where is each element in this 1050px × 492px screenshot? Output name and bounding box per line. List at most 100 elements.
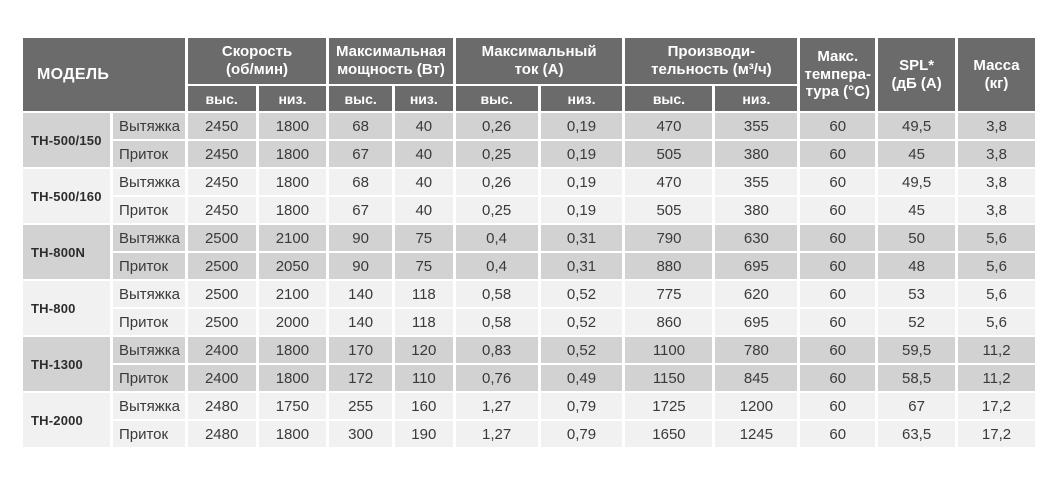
value-cell: 53 [878,281,956,307]
value-cell: 775 [625,281,713,307]
value-cell: 2500 [187,253,256,279]
value-cell: 2450 [187,169,256,195]
value-cell: 2000 [258,309,327,335]
value-cell: 45 [878,141,956,167]
model-cell: ТН-800 [23,281,110,335]
value-cell: 0,26 [455,169,538,195]
value-cell: 0,31 [540,253,623,279]
model-cell: ТН-1300 [23,337,110,391]
value-cell: 45 [878,197,956,223]
header-mass: Масса (кг) [958,38,1035,111]
value-cell: 695 [715,309,798,335]
header-model: МОДЕЛЬ [23,38,185,111]
value-cell: 505 [625,197,713,223]
value-cell: 1800 [258,421,327,447]
value-cell: 1200 [715,393,798,419]
value-cell: 0,49 [540,365,623,391]
value-cell: 75 [394,225,453,251]
value-cell: 1750 [258,393,327,419]
value-cell: 2500 [187,225,256,251]
value-cell: 630 [715,225,798,251]
header-productivity: Производи- тельность (м³/ч) [625,38,798,84]
value-cell: 90 [329,225,392,251]
value-cell: 3,8 [958,141,1035,167]
spec-table: МОДЕЛЬ Скорость (об/мин) Максимальная мо… [20,36,1038,449]
table-header: МОДЕЛЬ Скорость (об/мин) Максимальная мо… [23,38,1035,111]
table-row: Приток 2450 1800 67 40 0,25 0,19 505 380 60 45 3,8 [23,197,1035,223]
table-body: ТН-500/150 Вытяжка 2450 1800 68 40 0,26 0,19 470… [23,113,1035,447]
model-cell: ТН-800N [23,225,110,279]
header-speed-high: выс. [187,86,256,111]
value-cell: 300 [329,421,392,447]
value-cell: 0,52 [540,337,623,363]
value-cell: 0,83 [455,337,538,363]
value-cell: 1,27 [455,421,538,447]
variant-type-cell: Приток [112,253,185,279]
value-cell: 60 [800,309,876,335]
value-cell: 17,2 [958,393,1035,419]
value-cell: 11,2 [958,365,1035,391]
value-cell: 52 [878,309,956,335]
value-cell: 0,19 [540,169,623,195]
value-cell: 67 [878,393,956,419]
value-cell: 40 [394,197,453,223]
value-cell: 845 [715,365,798,391]
value-cell: 170 [329,337,392,363]
value-cell: 68 [329,169,392,195]
value-cell: 2480 [187,421,256,447]
table-row: Приток 2480 1800 300 190 1,27 0,79 1650 1245 60 63… [23,421,1035,447]
value-cell: 0,31 [540,225,623,251]
value-cell: 2500 [187,281,256,307]
value-cell: 0,76 [455,365,538,391]
table-row: ТН-500/160 Вытяжка 2450 1800 68 40 0,26 0,19 470… [23,169,1035,223]
value-cell: 140 [329,309,392,335]
value-cell: 0,4 [455,253,538,279]
value-cell: 1800 [258,197,327,223]
value-cell: 2400 [187,337,256,363]
header-max-current: Максимальный ток (А) [455,38,623,84]
table-row: ТН-2000 Вытяжка 2480 1750 255 160 1,27 0,79 1725… [23,393,1035,447]
header-max-power: Максимальная мощность (Вт) [329,38,453,84]
value-cell: 2480 [187,393,256,419]
variant-type-cell: Приток [112,421,185,447]
variant-type-cell: Приток [112,197,185,223]
value-cell: 880 [625,253,713,279]
header-productivity-high: выс. [625,86,713,111]
variant-type-cell: Приток [112,141,185,167]
value-cell: 2100 [258,281,327,307]
value-cell: 0,52 [540,309,623,335]
value-cell: 0,58 [455,281,538,307]
value-cell: 60 [800,225,876,251]
value-cell: 60 [800,393,876,419]
value-cell: 60 [800,365,876,391]
variant-type-cell: Вытяжка [112,393,185,419]
table-row: ТН-800 Вытяжка 2500 2100 140 118 0,58 0,52 775 62… [23,281,1035,335]
value-cell: 118 [394,309,453,335]
table-row: ТН-1300 Вытяжка 2400 1800 170 120 0,83 0,52 1100… [23,337,1035,391]
value-cell: 2400 [187,365,256,391]
value-cell: 380 [715,197,798,223]
value-cell: 5,6 [958,225,1035,251]
header-speed: Скорость (об/мин) [187,38,327,84]
value-cell: 40 [394,169,453,195]
value-cell: 60 [800,253,876,279]
value-cell: 118 [394,281,453,307]
value-cell: 380 [715,141,798,167]
value-cell: 58,5 [878,365,956,391]
header-power-high: выс. [329,86,392,111]
value-cell: 172 [329,365,392,391]
value-cell: 470 [625,113,713,139]
value-cell: 5,6 [958,281,1035,307]
value-cell: 120 [394,337,453,363]
value-cell: 60 [800,281,876,307]
value-cell: 3,8 [958,113,1035,139]
table-row: Приток 2500 2000 140 118 0,58 0,52 860 695 60 52 5,… [23,309,1035,335]
value-cell: 2500 [187,309,256,335]
value-cell: 355 [715,169,798,195]
value-cell: 0,58 [455,309,538,335]
header-productivity-low: низ. [715,86,798,111]
value-cell: 48 [878,253,956,279]
value-cell: 60 [800,141,876,167]
value-cell: 110 [394,365,453,391]
value-cell: 0,4 [455,225,538,251]
